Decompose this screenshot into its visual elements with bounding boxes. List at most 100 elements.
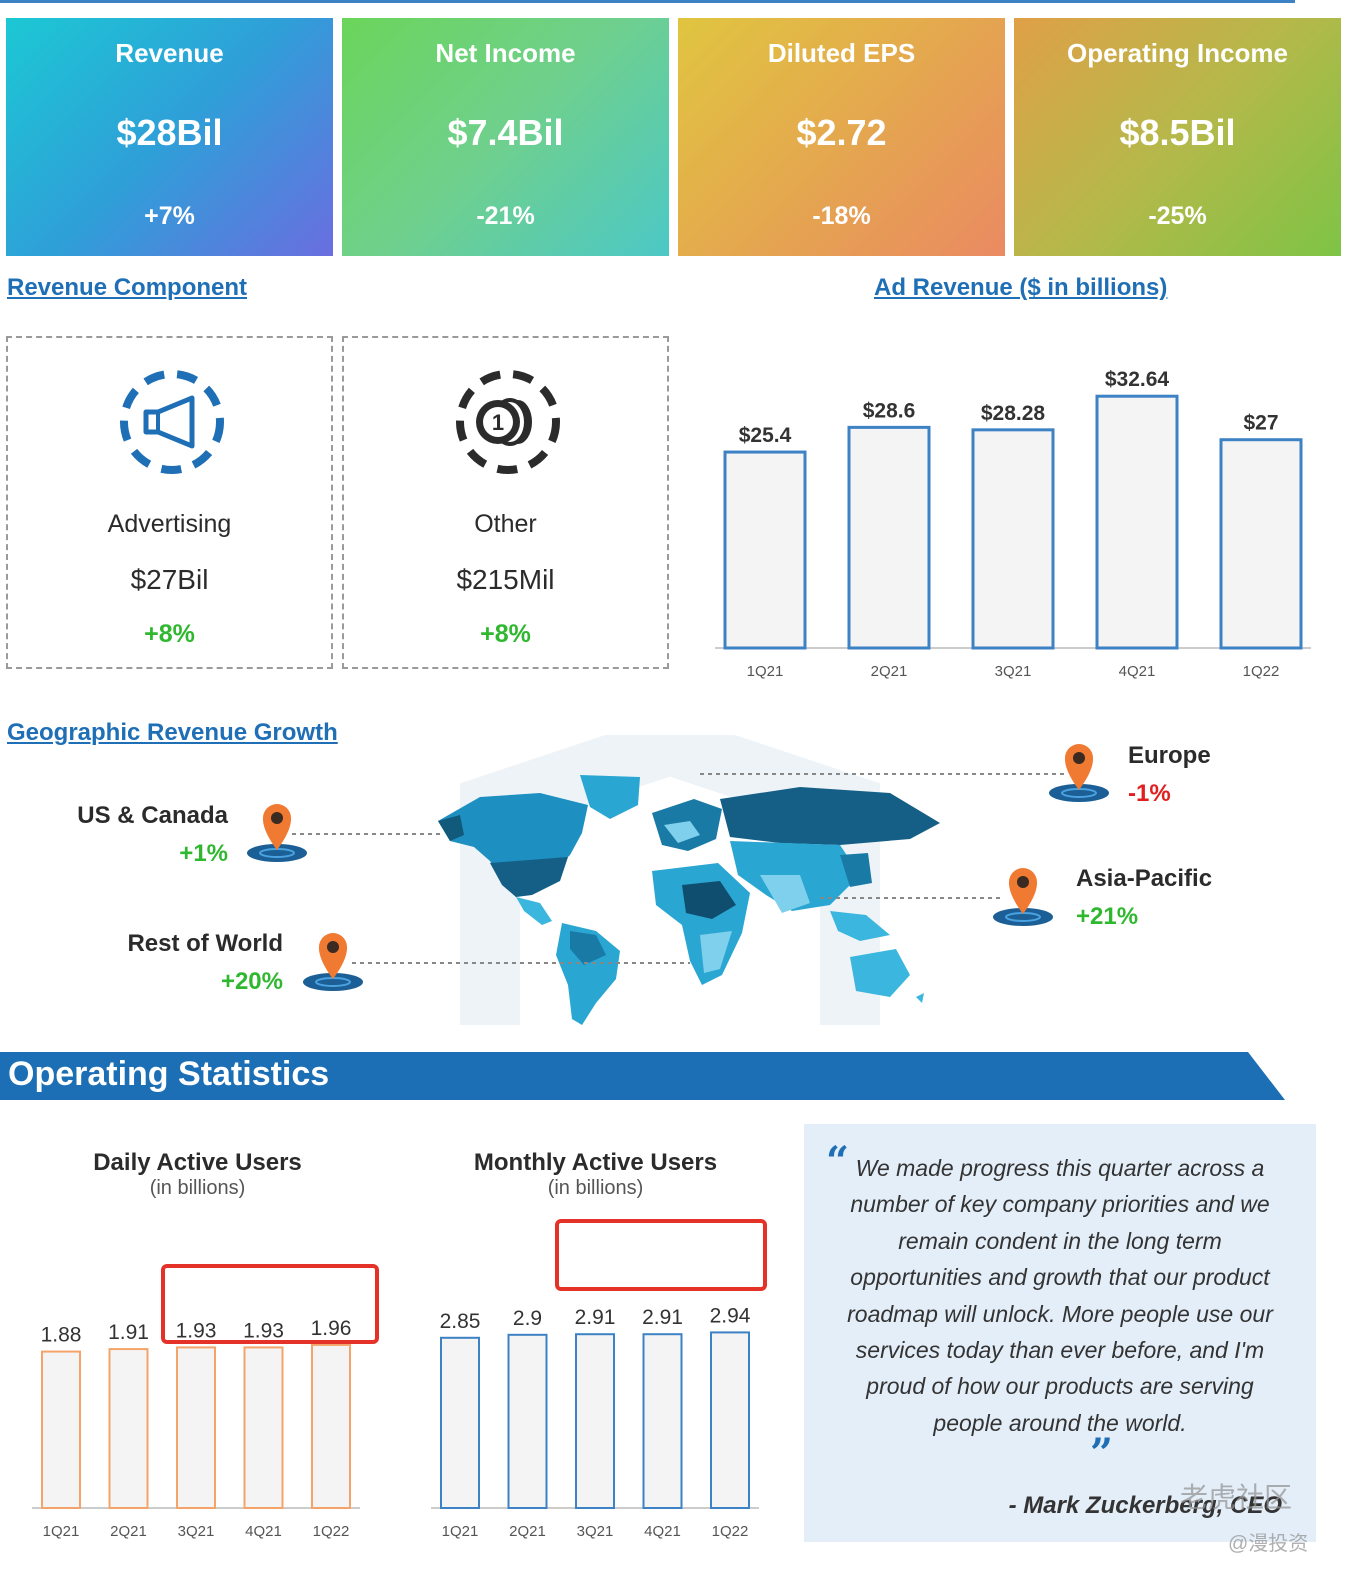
data-label: 2.85 [440,1310,481,1333]
tick-label: 1Q21 [442,1523,479,1540]
revenue-component-link[interactable]: Revenue Component [7,274,248,301]
megaphone-icon [120,370,224,474]
dau-chart: 1.88 1Q21 1.91 2Q21 1.93 3Q21 1.93 4Q21 1.96 1Q22 [32,1317,360,1540]
data-label: 1.88 [41,1324,82,1347]
data-label: $27 [1243,412,1278,435]
advertising-card: Advertising $27Bil +8% [6,336,333,669]
kpi-card-net-income: Net Income $7.4Bil -21% [342,18,669,256]
kpi-label: Operating Income [1066,38,1289,68]
kpi-label: Net Income [435,38,576,68]
region-us-canada-change: +1% [179,840,228,867]
data-label: $25.4 [739,424,792,447]
component-value: $215Mil [456,564,555,595]
mau-subtitle: (in billions) [547,1177,644,1199]
component-value: $27Bil [130,564,209,595]
tick-label: 1Q22 [313,1523,350,1540]
mau-chart: 2.85 1Q21 2.9 2Q21 2.91 3Q21 2.91 4Q21 2.94 1Q22 [431,1304,759,1540]
kpi-value: $28Bil [116,112,223,153]
component-name: Other [474,510,537,538]
data-label: 1.93 [176,1319,217,1342]
bar [243,1346,284,1509]
dau-subtitle: (in billions) [149,1177,246,1199]
quote-text: We made progress this quarter across a n… [847,1155,1273,1436]
bar [1219,438,1303,650]
component-change: +8% [144,620,195,648]
open-quote-icon: “ [826,1138,850,1185]
bar [108,1348,149,1509]
component-name: Advertising [107,510,232,538]
bar [847,425,931,650]
kpi-change: +7% [144,202,195,230]
bar [311,1343,351,1509]
kpi-label: Revenue [115,38,224,68]
tick-label: 4Q21 [644,1523,681,1540]
data-label: 1.93 [243,1319,284,1342]
tick-label: 3Q21 [178,1523,215,1540]
kpi-row: Revenue $28Bil +7% Net Income $7.4Bil -2… [6,18,1352,256]
top-rule [0,0,1295,3]
bar [575,1333,615,1510]
world-map [438,735,940,1025]
region-asia-pacific-name: Asia-Pacific [1076,865,1213,892]
tick-label: 1Q21 [43,1523,80,1540]
bar [41,1350,81,1509]
kpi-value: $8.5Bil [1119,112,1236,153]
data-label: 2.94 [710,1304,751,1327]
quote-author: - Mark Zuckerberg, CEO [1008,1492,1282,1519]
other-card: 1 Other $215Mil +8% [342,336,669,669]
data-label: $28.28 [981,402,1046,425]
bar [1095,394,1179,650]
tick-label: 3Q21 [577,1523,614,1540]
bar [710,1331,750,1509]
coins-icon: 1 [456,370,560,474]
operating-statistics-banner [0,1052,1285,1100]
tick-label: 1Q22 [712,1523,749,1540]
pin-us-canada-icon [247,804,307,862]
kpi-change: -18% [812,202,871,230]
operating-statistics-title: Operating Statistics [8,1055,330,1093]
data-label: 2.91 [575,1306,616,1329]
kpi-value: $7.4Bil [447,112,564,153]
kpi-label: Diluted EPS [767,38,916,68]
mau-title: Monthly Active Users [473,1149,718,1176]
bar [176,1346,216,1509]
kpi-card-revenue: Revenue $28Bil +7% [6,18,333,256]
data-label: 1.91 [108,1321,149,1344]
dau-title: Daily Active Users [93,1149,302,1176]
kpi-card-diluted-eps: Diluted EPS $2.72 -18% [678,18,1005,256]
watermark-text: 老虎社区 [1180,1482,1293,1513]
component-change: +8% [480,620,531,648]
kpi-change: -21% [476,202,535,230]
ceo-quote-box: “ We made progress this quarter across a… [804,1124,1316,1542]
ad-revenue-link[interactable]: Ad Revenue ($ in billions) [874,274,1168,301]
data-label: 2.91 [642,1306,683,1329]
region-asia-pacific-change: +21% [1076,903,1139,930]
pin-europe-icon [1049,744,1109,802]
tick-label: 4Q21 [245,1523,282,1540]
dau-highlight-box [161,1264,379,1344]
tick-label: 1Q21 [747,663,784,680]
close-quote-icon: ” [1090,1430,1114,1477]
map-connectors [292,773,1064,964]
region-rest-of-world-name: Rest of World [127,930,283,957]
geographic-revenue-link[interactable]: Geographic Revenue Growth [7,719,338,746]
region-europe-name: Europe [1128,742,1211,769]
data-label: 2.9 [513,1307,542,1330]
kpi-change: -25% [1148,202,1207,230]
tick-label: 4Q21 [1119,663,1156,680]
bar [971,428,1055,650]
svg-text:1: 1 [492,410,504,435]
kpi-value: $2.72 [796,112,887,153]
bar [440,1336,480,1509]
data-label: 1.96 [311,1317,352,1340]
tick-label: 2Q21 [871,663,908,680]
data-label: $28.6 [863,399,916,422]
watermark-handle: @漫投资 [1228,1533,1309,1555]
region-rest-of-world-change: +20% [220,968,283,995]
tick-label: 3Q21 [995,663,1032,680]
pin-asia-pacific-icon [993,868,1053,926]
bar [507,1333,548,1509]
pin-rest-of-world-icon [303,933,363,991]
region-europe-change: -1% [1128,780,1171,807]
bar [723,450,807,650]
